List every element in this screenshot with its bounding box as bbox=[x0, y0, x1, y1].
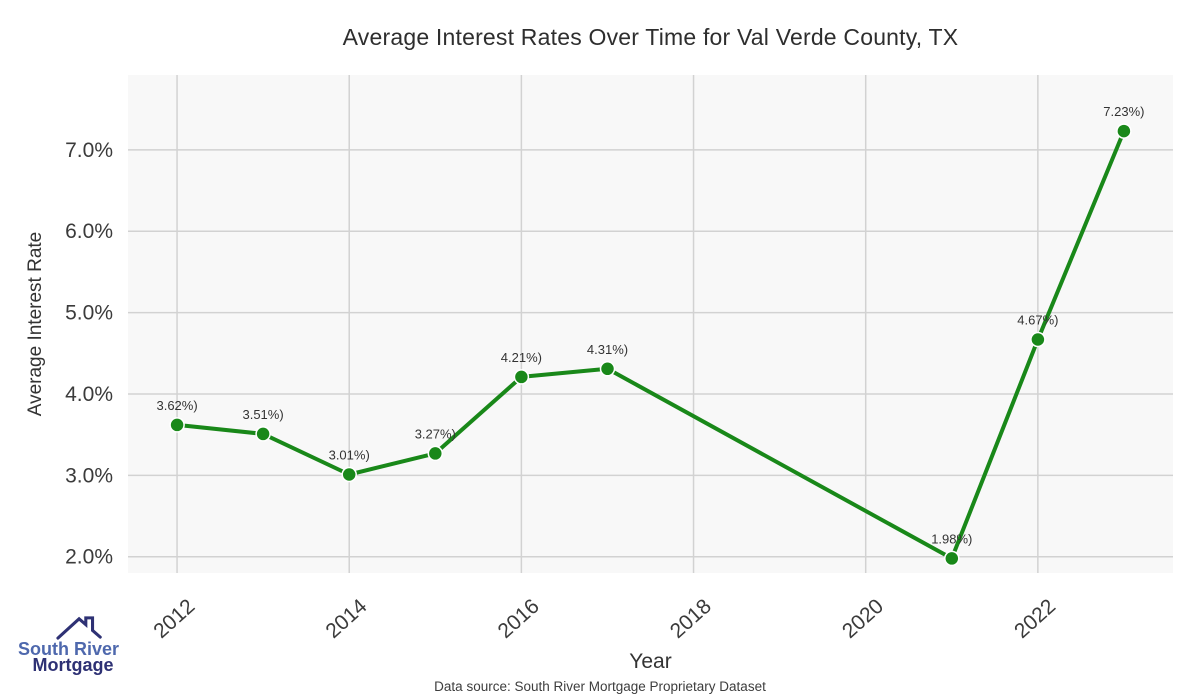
data-point-label: 1.98%) bbox=[931, 531, 972, 546]
y-tick-label: 7.0% bbox=[65, 139, 113, 162]
x-tick-label: 2014 bbox=[321, 594, 371, 643]
x-tick-label: 2016 bbox=[494, 595, 544, 643]
gridlines bbox=[128, 75, 1173, 573]
brand-name-line1: South River bbox=[18, 639, 120, 659]
y-tick-label: 2.0% bbox=[65, 546, 113, 569]
house-roof-chimney-icon bbox=[56, 616, 102, 640]
data-point bbox=[513, 369, 530, 385]
data-point bbox=[255, 426, 271, 442]
data-point-labels: 3.62%) 3.51%) 3.01%) 3.27%) 4.21%) 4.31%) 1.98… bbox=[156, 104, 1144, 546]
data-point-label: 4.67%) bbox=[1017, 313, 1058, 328]
y-tick-label: 6.0% bbox=[65, 220, 113, 243]
chart-title: Average Interest Rates Over Time for Val… bbox=[342, 24, 959, 50]
x-axis-title: Year bbox=[629, 650, 672, 673]
y-tick-label: 4.0% bbox=[65, 383, 113, 406]
data-point bbox=[599, 361, 616, 377]
y-tick-label: 3.0% bbox=[65, 464, 113, 487]
brand-logo: South River Mortgage bbox=[18, 615, 120, 675]
x-tick-label: 2012 bbox=[149, 595, 199, 643]
data-source-note: Data source: South River Mortgage Propri… bbox=[434, 679, 766, 694]
data-point-label: 7.23%) bbox=[1103, 104, 1144, 119]
data-point-label: 3.27%) bbox=[415, 426, 456, 441]
data-point-label: 4.21%) bbox=[501, 350, 542, 365]
data-point-label: 3.51%) bbox=[242, 407, 283, 422]
data-point bbox=[1116, 123, 1132, 139]
y-tick-labels: 2.0% 3.0% 4.0% 5.0% 6.0% 7.0% bbox=[65, 139, 113, 569]
data-point bbox=[169, 417, 185, 433]
data-point-label: 3.01%) bbox=[329, 448, 370, 463]
x-tick-label: 2022 bbox=[1010, 595, 1060, 643]
x-tick-label: 2018 bbox=[666, 595, 716, 643]
data-point bbox=[1030, 331, 1046, 348]
data-point bbox=[341, 466, 357, 483]
x-tick-labels: 2012 2014 2016 2018 2020 2022 bbox=[149, 594, 1060, 643]
plot-area bbox=[128, 75, 1173, 573]
data-point bbox=[427, 445, 444, 462]
y-tick-label: 5.0% bbox=[65, 302, 113, 325]
data-point-label: 4.31%) bbox=[587, 342, 628, 357]
data-point bbox=[944, 550, 960, 567]
brand-name-line2: Mortgage bbox=[32, 655, 114, 675]
data-point-label: 3.62%) bbox=[156, 398, 197, 413]
x-tick-label: 2020 bbox=[838, 595, 888, 643]
data-points bbox=[169, 123, 1132, 567]
